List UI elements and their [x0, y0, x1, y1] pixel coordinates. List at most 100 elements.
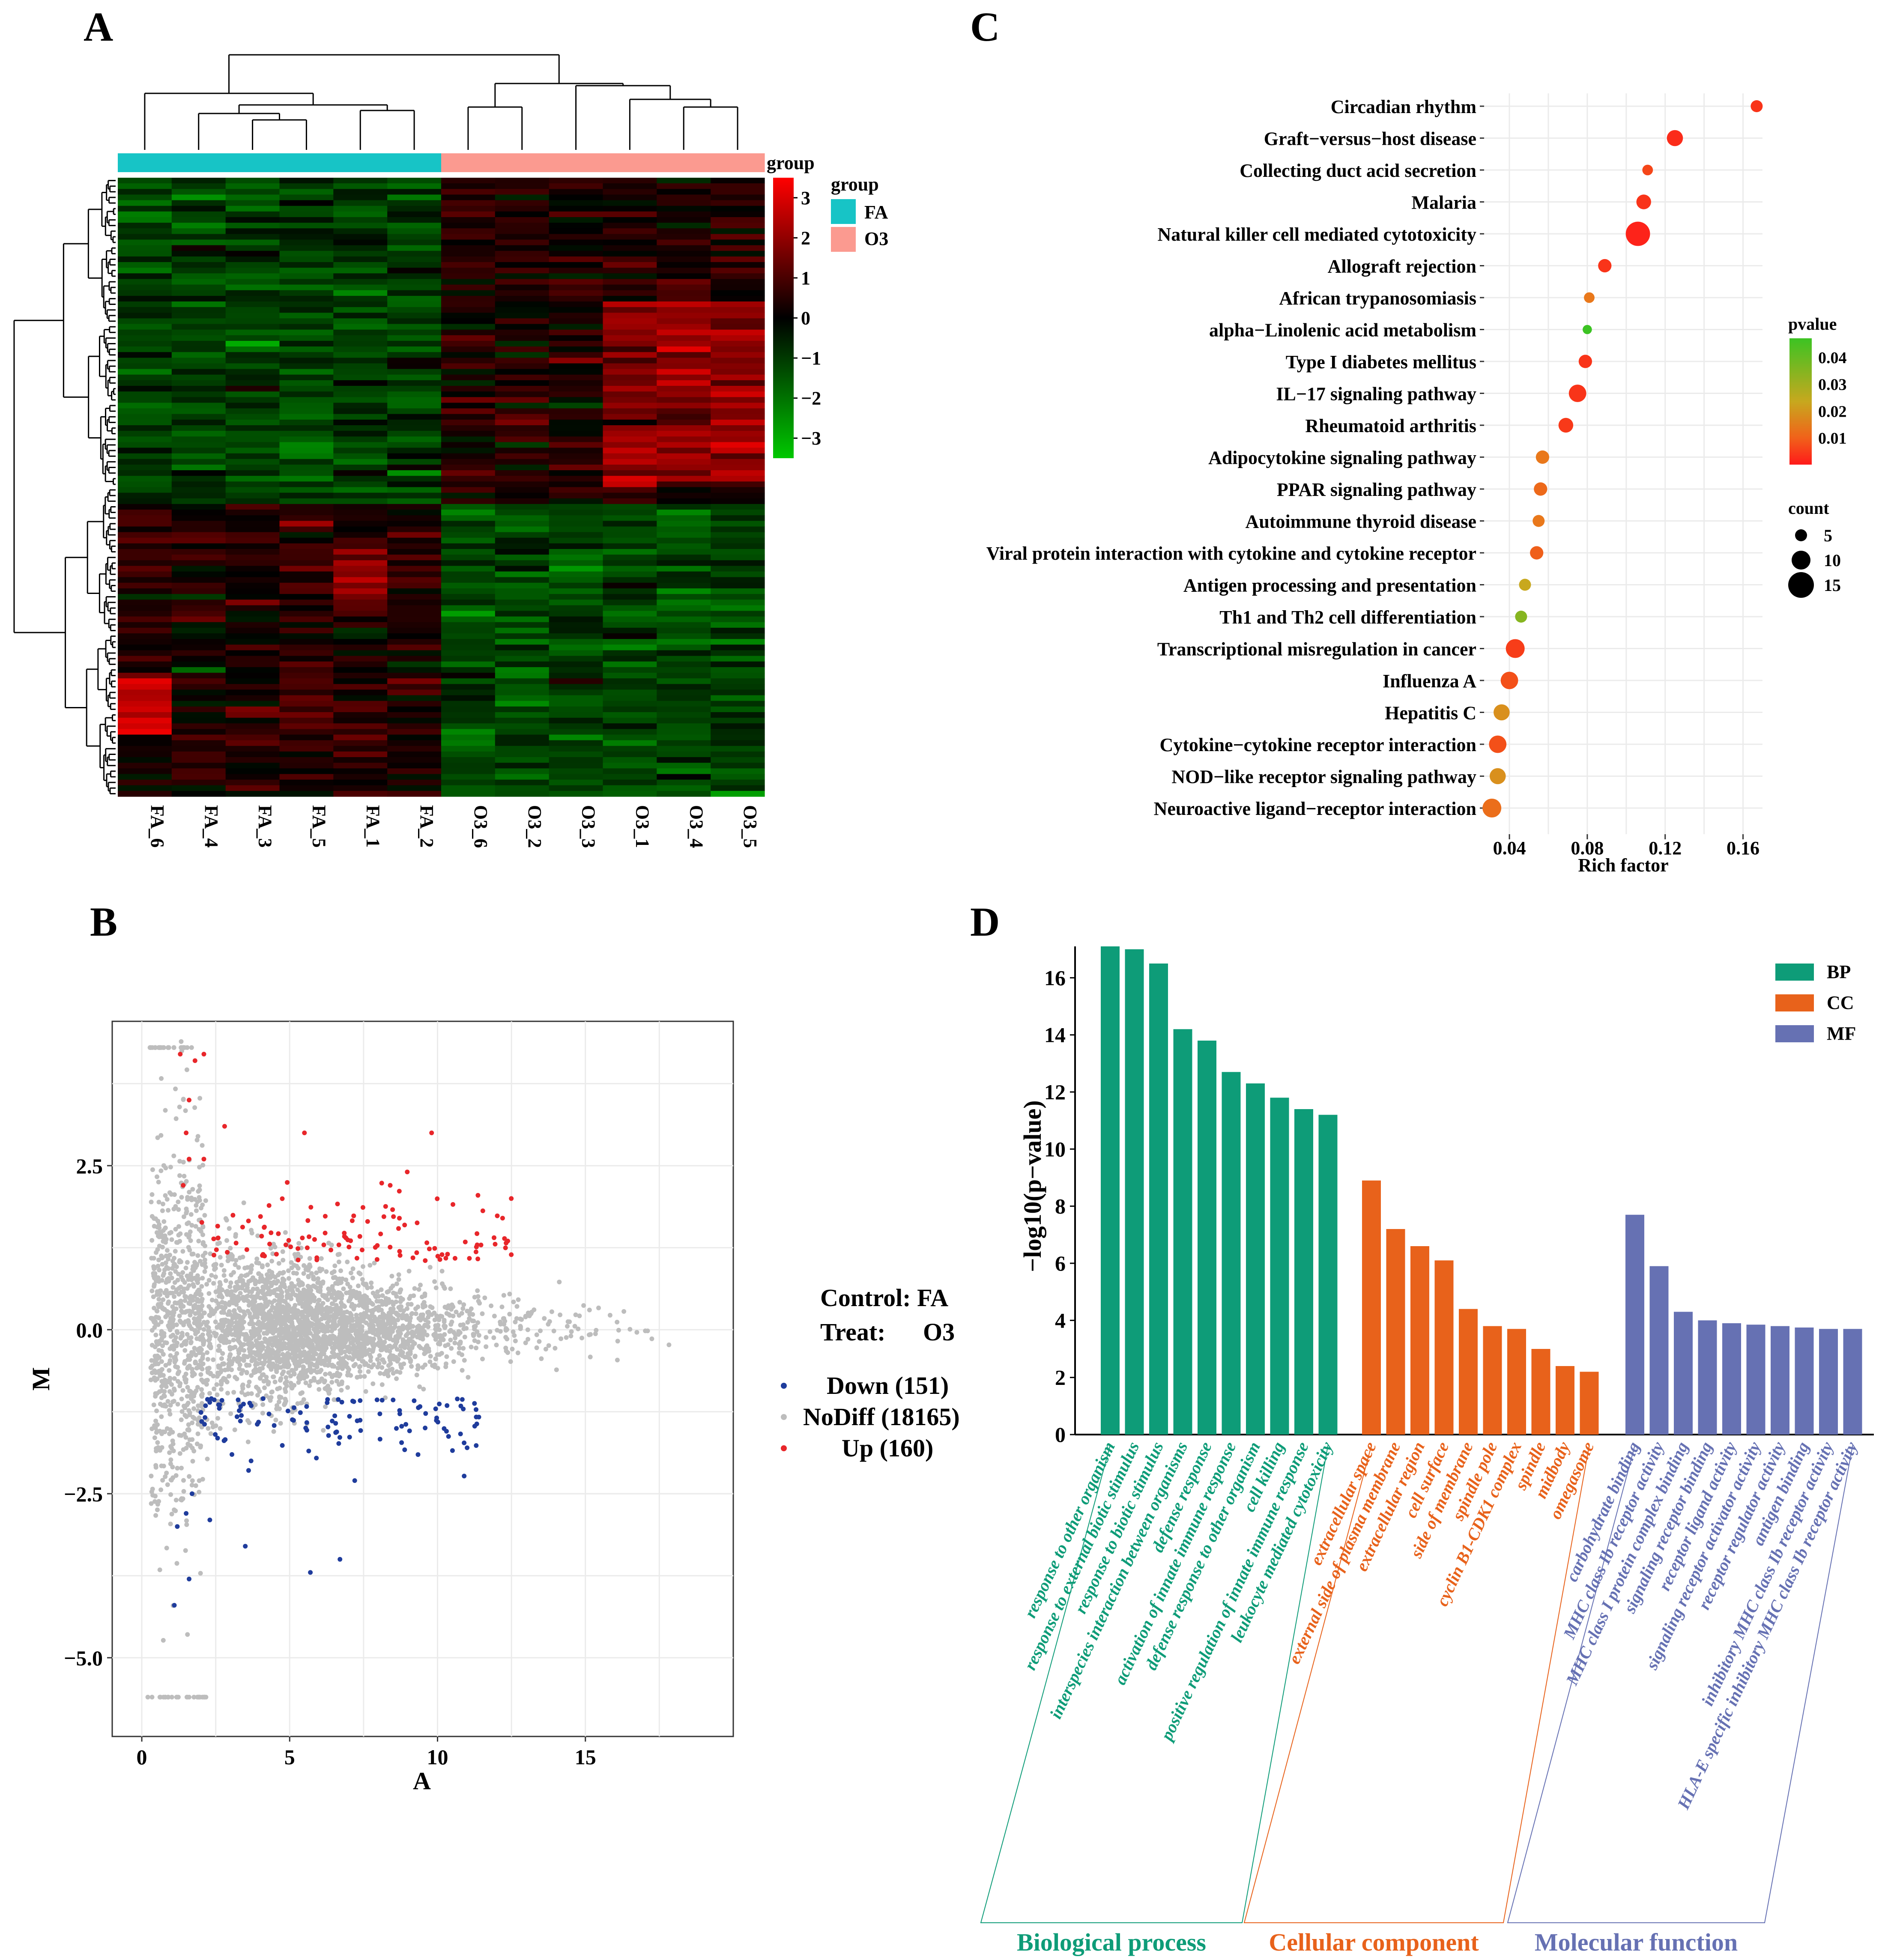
data-point [170, 1285, 176, 1290]
data-point [227, 1354, 232, 1359]
heatmap-cell [495, 521, 550, 527]
data-point [175, 1466, 180, 1471]
heatmap-cell [279, 712, 334, 718]
data-point [245, 1418, 250, 1423]
heatmap-cell [711, 363, 765, 370]
data-point [287, 1317, 291, 1322]
heatmap-cell [603, 740, 657, 746]
heatmap-cell [549, 785, 603, 791]
heatmap-cell [171, 391, 226, 397]
heatmap-cell [441, 194, 496, 201]
data-point [577, 1313, 582, 1319]
data-point [184, 1339, 189, 1344]
data-point [391, 1318, 397, 1323]
heatmap-cell [387, 470, 442, 476]
heatmap-cell [711, 386, 765, 392]
column-label: FA_3 [255, 805, 276, 847]
heatmap-cell [495, 301, 550, 307]
heatmap-cell [657, 459, 711, 465]
heatmap-cell [711, 537, 765, 544]
heatmap-cell [279, 363, 334, 370]
data-point [266, 1310, 272, 1315]
data-point [362, 1374, 367, 1379]
heatmap-cell [441, 673, 496, 679]
heatmap-cell [495, 380, 550, 386]
heatmap-cell [603, 465, 657, 471]
data-point [409, 1364, 414, 1369]
heatmap-cell [118, 706, 172, 713]
data-point [337, 1334, 342, 1339]
heatmap-cell [603, 324, 657, 330]
data-point [399, 1364, 403, 1369]
data-point [309, 1323, 314, 1328]
data-point [341, 1286, 346, 1292]
heatmap-cell [441, 419, 496, 426]
data-point [173, 1249, 178, 1254]
heatmap-cell [711, 358, 765, 364]
data-point [320, 1358, 325, 1363]
heatmap-cell [333, 729, 388, 735]
heatmap-cell [387, 335, 442, 341]
data-point [303, 1380, 308, 1385]
heatmap-cell [441, 436, 496, 442]
data-point [295, 1287, 300, 1292]
heatmap-cell [333, 673, 388, 679]
heatmap-cell [603, 701, 657, 707]
heatmap-cell [711, 397, 765, 403]
data-point [379, 1357, 385, 1362]
heatmap-cell [171, 521, 226, 527]
heatmap-cell [711, 791, 765, 797]
heatmap-cell [495, 588, 550, 594]
heatmap-cell [711, 279, 765, 285]
data-point [367, 1329, 372, 1334]
heatmap-cell [495, 481, 550, 488]
heatmap-cell [171, 183, 226, 189]
data-point [194, 1292, 199, 1297]
data-point [269, 1367, 274, 1372]
heatmap-cell [118, 695, 172, 701]
heatmap-cell [333, 594, 388, 600]
data-point [329, 1242, 334, 1247]
data-point [514, 1316, 519, 1321]
heatmap-cell [441, 183, 496, 189]
data-point [161, 1297, 166, 1302]
heatmap-cell [387, 436, 442, 442]
heatmap-cell [441, 358, 496, 364]
heatmap-cell [171, 763, 226, 769]
heatmap-cell [657, 239, 711, 246]
data-point [166, 1299, 171, 1304]
heatmap-cell [118, 532, 172, 538]
heatmap-cell [333, 487, 388, 493]
data-point [394, 1376, 399, 1381]
data-point [227, 1291, 232, 1296]
heatmap-cell [279, 791, 334, 797]
heatmap-cell [657, 228, 711, 234]
heatmap-cell [279, 262, 334, 268]
heatmap-cell [441, 537, 496, 544]
data-point [554, 1367, 559, 1372]
heatmap-cell [657, 386, 711, 392]
data-point [282, 1387, 287, 1392]
heatmap-cell [495, 622, 550, 628]
heatmap-cell [657, 684, 711, 690]
heatmap-cell [441, 605, 496, 612]
heatmap-cell [225, 639, 280, 645]
heatmap-cell [279, 723, 334, 729]
heatmap-cell [171, 695, 226, 701]
heatmap-cell [118, 701, 172, 707]
data-point [156, 1179, 161, 1184]
heatmap-cell [441, 555, 496, 561]
data-point [166, 1276, 171, 1281]
heatmap-cell [603, 588, 657, 594]
heatmap-cell [441, 678, 496, 684]
data-point [182, 1431, 187, 1436]
heatmap-cell [279, 763, 334, 769]
data-point [368, 1340, 373, 1345]
data-point [476, 1339, 481, 1345]
heatmap-cell [171, 234, 226, 240]
data-point [181, 1214, 186, 1219]
data-point [151, 1274, 156, 1279]
heatmap-cell [711, 566, 765, 572]
heatmap-cell [657, 358, 711, 364]
data-point [363, 1341, 368, 1346]
